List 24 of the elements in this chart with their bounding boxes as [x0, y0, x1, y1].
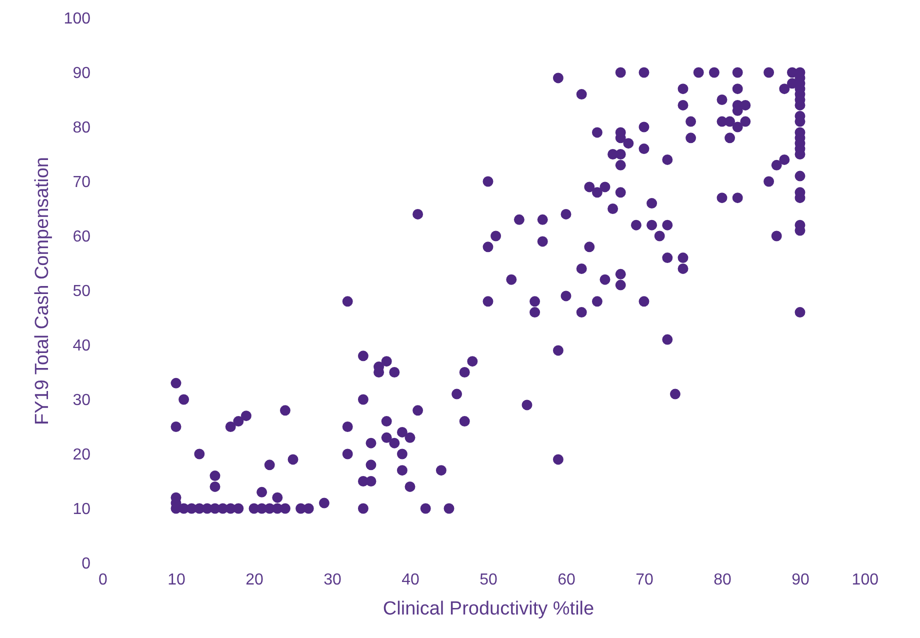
x-tick-label: 90 [792, 572, 810, 588]
x-tick-label: 50 [480, 572, 498, 588]
x-tick-label: 20 [246, 572, 264, 588]
x-tick-label: 60 [558, 572, 576, 588]
y-axis-title: FY19 Total Cash Compensation [32, 157, 53, 425]
y-tick-label: 20 [72, 446, 91, 464]
x-axis-title: Clinical Productivity %tile [382, 598, 594, 620]
y-tick-label: 30 [72, 392, 91, 409]
y-tick-label: 0 [82, 556, 91, 572]
y-tick-label: 100 [64, 10, 91, 28]
y-tick-label: 10 [72, 501, 91, 518]
y-tick-label: 40 [72, 338, 91, 354]
x-tick-label: 0 [98, 572, 108, 588]
y-tick-label: 80 [72, 120, 91, 136]
x-tick-label: 10 [168, 572, 186, 588]
y-tick-label: 90 [72, 65, 91, 82]
y-tick-label: 70 [72, 174, 91, 191]
x-tick-label: 70 [636, 572, 654, 588]
y-tick-label: 60 [72, 228, 91, 246]
x-tick-label: 30 [324, 572, 342, 588]
x-tick-label: 100 [852, 572, 879, 588]
x-tick-label: 80 [714, 572, 732, 588]
y-tick-label: 50 [72, 283, 91, 300]
x-tick-label: 40 [402, 572, 420, 588]
